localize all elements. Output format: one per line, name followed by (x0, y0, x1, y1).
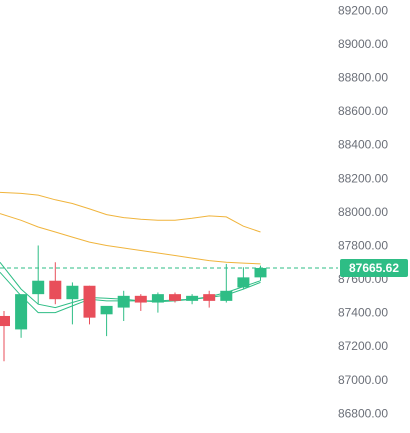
y-tick-label: 86800.00 (338, 406, 388, 420)
candle (151, 292, 164, 313)
candle-body (83, 285, 96, 318)
candle-body (117, 295, 130, 308)
candle (100, 305, 113, 337)
candle-body (100, 305, 113, 315)
y-tick-label: 88200.00 (338, 171, 388, 185)
candle-body (237, 277, 250, 288)
candle (220, 263, 233, 303)
candle-body (203, 294, 216, 301)
candle (169, 292, 181, 303)
indicator-lines (0, 191, 261, 314)
y-tick-label: 87400.00 (338, 306, 388, 320)
candle-body (49, 280, 62, 300)
candle (66, 282, 79, 325)
y-tick-label: 88000.00 (338, 205, 388, 219)
last-price-tag-text: 87665.62 (349, 261, 399, 275)
candle-body (32, 280, 45, 295)
y-tick-label: 87200.00 (338, 339, 388, 353)
candle (15, 294, 28, 338)
y-tick-label: 88800.00 (338, 71, 388, 85)
candle (134, 294, 147, 311)
middle-band-line (0, 213, 261, 265)
y-tick-label: 88400.00 (338, 138, 388, 152)
y-tick-label: 87800.00 (338, 238, 388, 252)
moving-average-line (0, 271, 261, 314)
candle (0, 310, 10, 362)
candle (117, 290, 130, 322)
y-tick-label: 89000.00 (338, 37, 388, 51)
y-tick-label: 87000.00 (338, 373, 388, 387)
candle (83, 285, 96, 325)
price-axis: 89200.00 89000.00 88800.00 88600.00 88400.00… (338, 3, 388, 420)
y-tick-label: 89200.00 (338, 3, 388, 17)
candle-body (220, 290, 233, 301)
candle-body (151, 294, 164, 303)
lower-band-line (0, 261, 261, 309)
candles (0, 245, 267, 362)
candle-body (169, 294, 181, 301)
candle (237, 267, 250, 290)
candle-body (15, 294, 28, 330)
upper-band-line (0, 191, 261, 233)
candle-body (66, 285, 79, 300)
candle (32, 245, 45, 305)
y-tick-label: 88600.00 (338, 104, 388, 118)
candle (49, 262, 62, 305)
candle-body (254, 267, 267, 278)
last-price-tag: 87665.62 (340, 259, 408, 278)
last-price-tag-background (340, 259, 408, 278)
candle (203, 290, 216, 308)
candle-body (134, 295, 147, 303)
candle-body (186, 295, 199, 301)
candle-body (0, 315, 10, 327)
candle (186, 294, 199, 305)
